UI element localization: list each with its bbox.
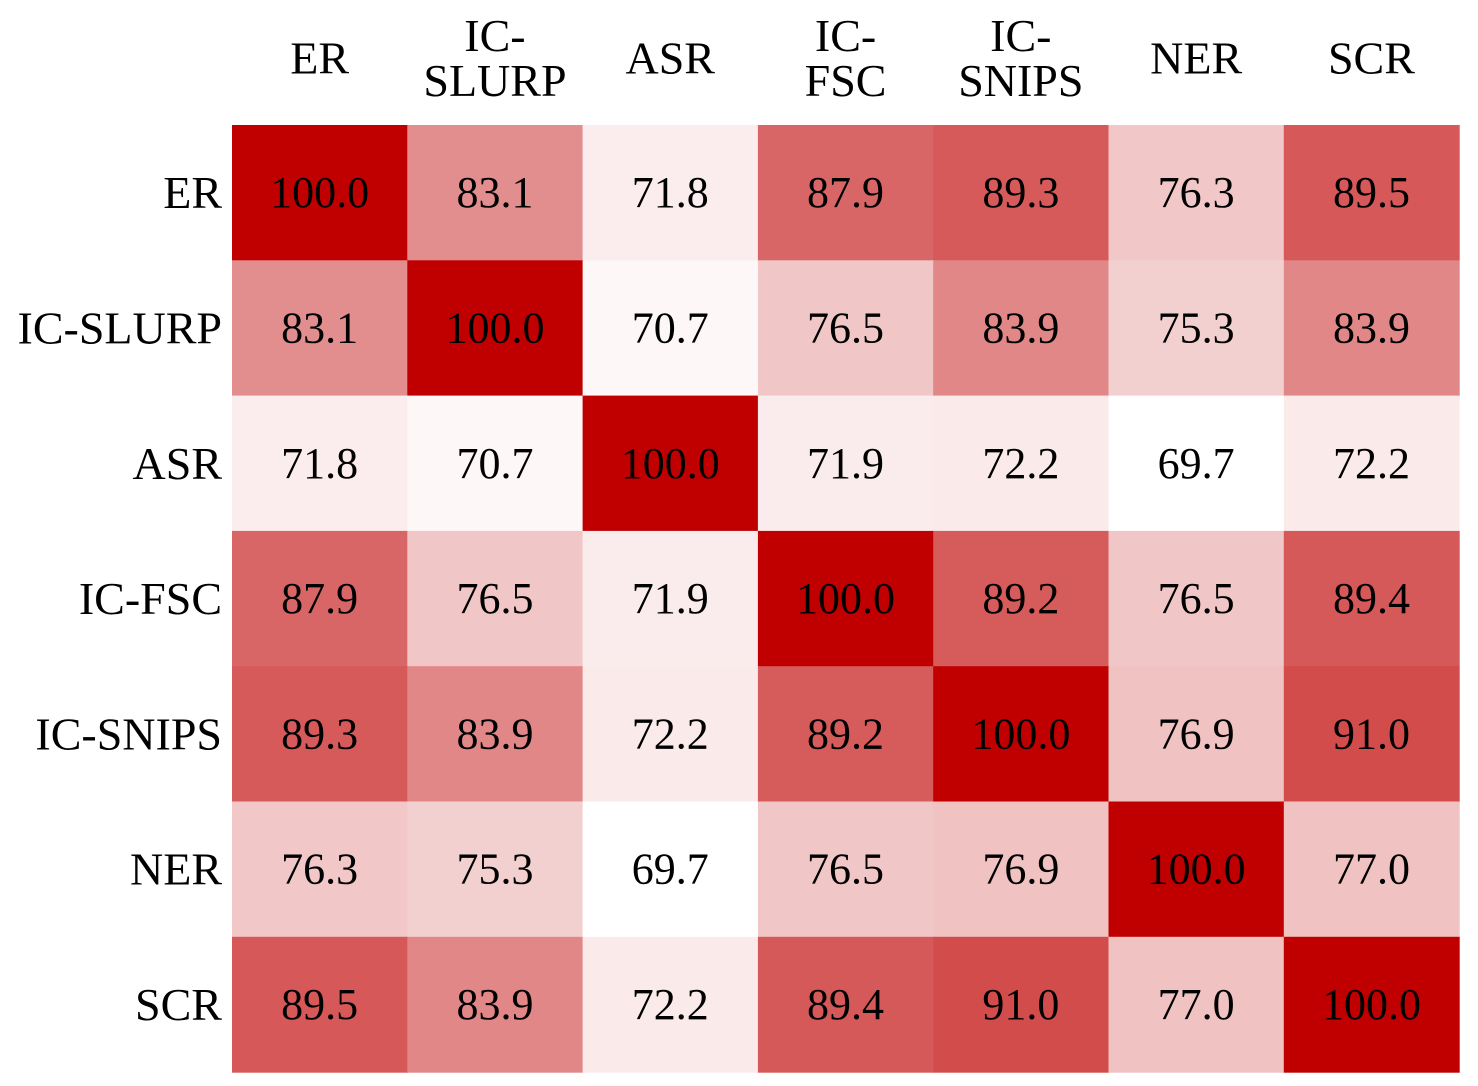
cell-value-r2-c5: 69.7 <box>1158 439 1235 488</box>
row-label-1: IC-SLURP <box>18 302 222 353</box>
column-label-0: ER <box>290 33 349 84</box>
cell-value-r1-c3: 76.5 <box>807 303 884 352</box>
cell-value-r0-c4: 89.3 <box>982 168 1059 217</box>
cell-value-r0-c1: 83.1 <box>456 168 533 217</box>
cell-value-r2-c0: 71.8 <box>281 439 358 488</box>
cell-value-r6-c6: 100.0 <box>1322 980 1421 1029</box>
cell-value-r3-c6: 89.4 <box>1333 574 1410 623</box>
cell-value-r4-c0: 89.3 <box>281 709 358 758</box>
cell-value-r5-c0: 76.3 <box>281 845 358 894</box>
column-label-2: ASR <box>626 33 716 84</box>
cell-value-r3-c1: 76.5 <box>456 574 533 623</box>
cell-value-r4-c6: 91.0 <box>1333 709 1410 758</box>
cell-value-r5-c1: 75.3 <box>456 845 533 894</box>
cell-value-r0-c3: 87.9 <box>807 168 884 217</box>
row-label-3: IC-FSC <box>79 573 222 624</box>
cell-value-r5-c6: 77.0 <box>1333 845 1410 894</box>
cell-value-r3-c0: 87.9 <box>281 574 358 623</box>
column-label-3: IC-FSC <box>805 10 887 106</box>
cell-value-r0-c6: 89.5 <box>1333 168 1410 217</box>
cell-value-r5-c4: 76.9 <box>982 845 1059 894</box>
cell-value-r4-c4: 100.0 <box>971 709 1070 758</box>
cell-value-r6-c5: 77.0 <box>1158 980 1235 1029</box>
row-label-4: IC-SNIPS <box>35 708 222 759</box>
cell-value-r4-c5: 76.9 <box>1158 709 1235 758</box>
cell-value-r6-c0: 89.5 <box>281 980 358 1029</box>
column-label-5: NER <box>1150 33 1242 84</box>
cell-value-r0-c0: 100.0 <box>270 168 369 217</box>
cell-value-r1-c5: 75.3 <box>1158 303 1235 352</box>
cell-value-r1-c4: 83.9 <box>982 303 1059 352</box>
cell-value-r1-c2: 70.7 <box>632 303 709 352</box>
cell-value-r4-c2: 72.2 <box>632 709 709 758</box>
cell-value-r4-c1: 83.9 <box>456 709 533 758</box>
cell-value-r1-c0: 83.1 <box>281 303 358 352</box>
row-label-0: ER <box>163 167 222 218</box>
column-label-1: IC-SLURP <box>423 10 566 106</box>
cell-value-r5-c3: 76.5 <box>807 845 884 894</box>
cell-value-r3-c2: 71.9 <box>632 574 709 623</box>
row-labels: ER IC-SLURP ASR IC-FSC IC-SNIPS NER SCR <box>18 167 223 1030</box>
cell-value-r3-c5: 76.5 <box>1158 574 1235 623</box>
cell-value-r5-c5: 100.0 <box>1147 845 1246 894</box>
cell-value-r1-c6: 83.9 <box>1333 303 1410 352</box>
cell-value-r2-c4: 72.2 <box>982 439 1059 488</box>
cell-value-r3-c4: 89.2 <box>982 574 1059 623</box>
cell-value-r2-c6: 72.2 <box>1333 439 1410 488</box>
column-label-6: SCR <box>1328 33 1415 84</box>
cell-value-r2-c3: 71.9 <box>807 439 884 488</box>
cell-value-r6-c3: 89.4 <box>807 980 884 1029</box>
cell-value-r2-c2: 100.0 <box>621 439 720 488</box>
column-labels: ER IC-SLURP ASR IC-FSC IC-SNIPS NER SCR <box>290 10 1415 106</box>
cell-value-r0-c2: 71.8 <box>632 168 709 217</box>
row-label-5: NER <box>130 844 222 895</box>
row-label-6: SCR <box>135 979 222 1030</box>
cell-value-r5-c2: 69.7 <box>632 845 709 894</box>
cell-value-r0-c5: 76.3 <box>1158 168 1235 217</box>
cell-value-r1-c1: 100.0 <box>445 303 544 352</box>
cell-value-r2-c1: 70.7 <box>456 439 533 488</box>
row-label-2: ASR <box>133 438 223 489</box>
cell-value-r6-c4: 91.0 <box>982 980 1059 1029</box>
cell-value-r3-c3: 100.0 <box>796 574 895 623</box>
column-label-4: IC-SNIPS <box>958 10 1083 106</box>
cell-value-r6-c2: 72.2 <box>632 980 709 1029</box>
cell-value-r6-c1: 83.9 <box>456 980 533 1029</box>
cell-value-r4-c3: 89.2 <box>807 709 884 758</box>
